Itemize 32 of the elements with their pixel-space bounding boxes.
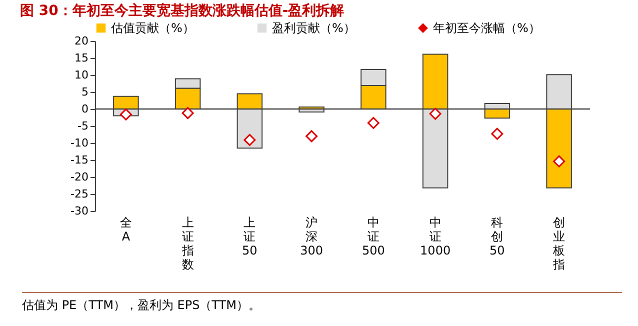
y-tick-label: 10 [74,68,88,82]
x-tick-label: 科创50 [490,216,505,258]
y-tick-label: -15 [70,154,88,166]
x-tick-label: 上证50 [242,216,258,258]
point [120,108,132,120]
y-tick-label: 20 [74,34,88,48]
chart-title: 图 30：年初至今主要宽基指数涨跌幅估值-盈利拆解 [20,2,344,19]
point [306,130,318,142]
y-tick-label: -25 [70,188,88,200]
legend-label: 年初至今涨幅（%） [433,21,540,36]
point [367,116,380,129]
legend-label: 估值贡献（%） [110,21,194,36]
point [182,107,194,120]
point [491,128,504,140]
x-tick-label: 上证指数 [180,216,194,272]
text: 估值为 PE（TTM），盈利为 EPS（TTM）。 [22,292,622,314]
point [429,108,442,120]
y-tick-label: -20 [70,170,88,184]
point [244,134,256,146]
x-tick-label: 全A [120,216,132,244]
y-tick-label: -5 [78,120,88,132]
point [553,155,566,168]
y-tick-label: 15 [74,52,88,64]
y-tick-label: 0 [82,102,88,116]
x-tick-label: 中证1000 [420,216,451,258]
x-tick-label: 创业板指 [552,216,566,272]
legend-label: 盈利贡献（%） [272,21,356,36]
x-tick-label: 沪深300 [300,216,324,258]
x-tick-label: 中证500 [362,216,385,258]
y-tick-label: 5 [82,86,88,98]
y-tick-label: -30 [70,204,88,218]
y-tick-label: -10 [70,136,88,150]
